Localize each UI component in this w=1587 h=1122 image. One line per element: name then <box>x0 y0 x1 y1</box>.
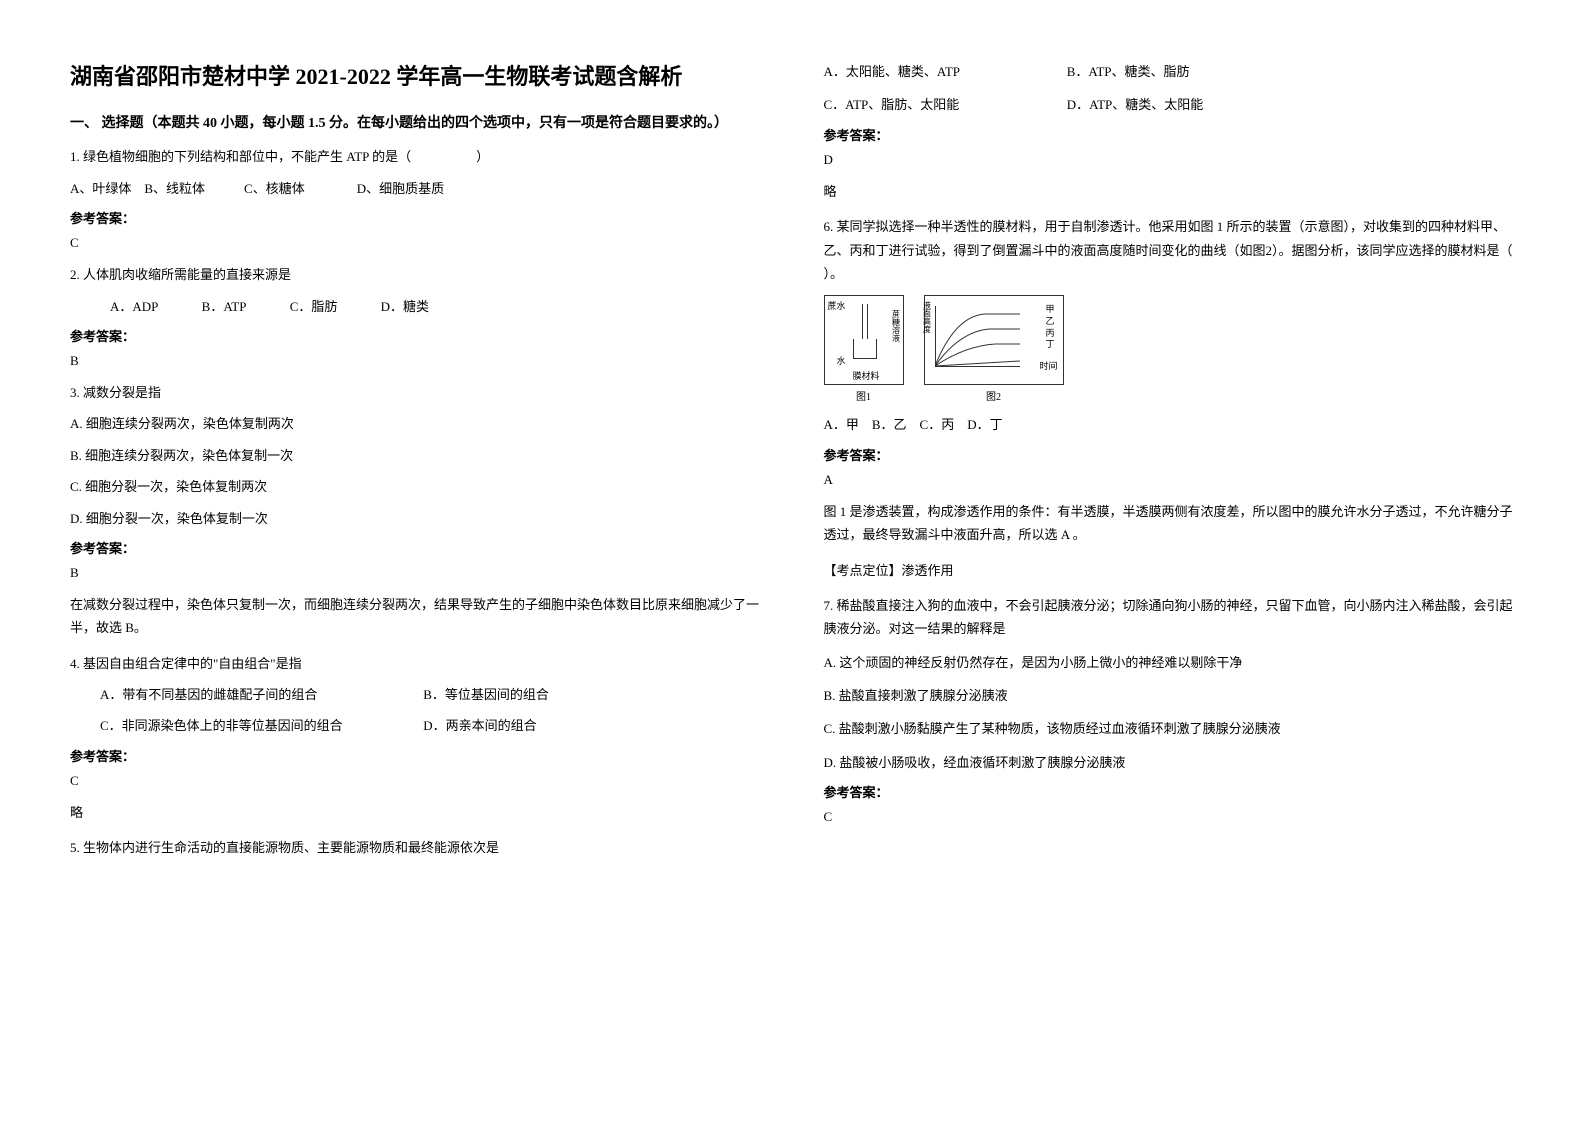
water-label: 水 <box>837 354 846 367</box>
q2-answer-label: 参考答案： <box>70 326 764 345</box>
diagram1: 蔗水 蔗糖溶液 水 膜材料 <box>824 295 904 385</box>
funnel-icon <box>853 304 877 359</box>
curve-label-yi: 乙 <box>1045 316 1054 328</box>
q5-text: 5. 生物体内进行生命活动的直接能源物质、主要能源物质和最终能源依次是 <box>70 836 764 859</box>
q6-answer: A <box>824 472 1518 488</box>
q1-text: 1. 绿色植物细胞的下列结构和部位中，不能产生 ATP 的是（ ） <box>70 145 764 168</box>
chart-area <box>935 306 1025 376</box>
q2-opt-c: C．脂肪 <box>290 295 338 318</box>
curve-ding <box>935 361 1020 366</box>
q5-explanation: 略 <box>824 180 1518 203</box>
q3-opt-a: A. 细胞连续分裂两次，染色体复制两次 <box>70 412 764 435</box>
curve-bing <box>935 344 1020 366</box>
x-axis-label: 时间 <box>1039 359 1057 372</box>
right-column: A．太阳能、糖类、ATP B．ATP、糖类、脂肪 C．ATP、脂肪、太阳能 D．… <box>794 60 1548 1082</box>
q4-text: 4. 基因自由组合定律中的"自由组合"是指 <box>70 652 764 675</box>
q3-answer: B <box>70 565 764 581</box>
q7-opt-b: B. 盐酸直接刺激了胰腺分泌胰液 <box>824 684 1518 707</box>
diagram1-wrap: 蔗水 蔗糖溶液 水 膜材料 图1 <box>824 295 904 403</box>
q2-opt-a: A．ADP <box>110 295 158 318</box>
q4-explanation: 略 <box>70 801 764 824</box>
page-container: 湖南省邵阳市楚材中学 2021-2022 学年高一生物联考试题含解析 一、 选择… <box>0 0 1587 1122</box>
q7-text: 7. 稀盐酸直接注入狗的血液中，不会引起胰液分泌；切除通向狗小肠的神经，只留下血… <box>824 594 1518 641</box>
curves-svg <box>935 306 1025 371</box>
q7-opt-d: D. 盐酸被小肠吸收，经血液循环刺激了胰腺分泌胰液 <box>824 751 1518 774</box>
q3-answer-label: 参考答案： <box>70 538 764 557</box>
q7-opt-a: A. 这个顽固的神经反射仍然存在，是因为小肠上微小的神经难以剔除干净 <box>824 651 1518 674</box>
q4-opt-b: B．等位基因间的组合 <box>423 683 549 706</box>
q4-opt-a: A．带有不同基因的雌雄配子间的组合 <box>100 683 380 706</box>
q7-opt-c: C. 盐酸刺激小肠黏膜产生了某种物质，该物质经过血液循环刺激了胰腺分泌胰液 <box>824 717 1518 740</box>
curve-labels: 甲 乙 丙 丁 <box>1045 304 1054 351</box>
q2-text: 2. 人体肌肉收缩所需能量的直接来源是 <box>70 263 764 286</box>
q4-answer: C <box>70 773 764 789</box>
sugar-solution-label: 蔗糖溶液 <box>892 310 900 342</box>
q7-answer-label: 参考答案： <box>824 782 1518 801</box>
funnel-cup <box>853 339 877 359</box>
q4-answer-label: 参考答案： <box>70 746 764 765</box>
q5-opt-a: A．太阳能、糖类、ATP <box>824 60 1024 83</box>
sugar-water-label: 蔗水 <box>828 299 846 312</box>
diagram2-caption: 图2 <box>924 388 1064 403</box>
diagram2-wrap: 液面高度 甲 <box>924 295 1064 403</box>
q4-opt-c: C．非同源染色体上的非等位基因间的组合 <box>100 714 380 737</box>
left-column: 湖南省邵阳市楚材中学 2021-2022 学年高一生物联考试题含解析 一、 选择… <box>40 60 794 1082</box>
q5-answer-label: 参考答案： <box>824 125 1518 144</box>
document-title: 湖南省邵阳市楚材中学 2021-2022 学年高一生物联考试题含解析 <box>70 60 764 93</box>
q4-opt-d: D．两亲本间的组合 <box>423 714 536 737</box>
q6-text: 6. 某同学拟选择一种半透性的膜材料，用于自制渗透计。他采用如图 1 所示的装置… <box>824 215 1518 285</box>
curve-label-ding: 丁 <box>1045 339 1054 351</box>
q6-diagram-container: 蔗水 蔗糖溶液 水 膜材料 图1 液面高度 <box>824 295 1518 403</box>
q3-opt-b: B. 细胞连续分裂两次，染色体复制一次 <box>70 444 764 467</box>
q2-options: A．ADP B．ATP C．脂肪 D．糖类 <box>70 295 764 318</box>
q1-options: A、叶绿体 B、线粒体 C、核糖体 D、细胞质基质 <box>70 177 764 200</box>
q1-answer-label: 参考答案： <box>70 208 764 227</box>
q6-explanation: 图 1 是渗透装置，构成渗透作用的条件：有半透膜，半透膜两侧有浓度差，所以图中的… <box>824 500 1518 547</box>
q3-opt-d: D. 细胞分裂一次，染色体复制一次 <box>70 507 764 530</box>
section-header: 一、 选择题（本题共 40 小题，每小题 1.5 分。在每小题给出的四个选项中，… <box>70 113 764 135</box>
q5-opt-b: B．ATP、糖类、脂肪 <box>1067 60 1190 83</box>
q3-explanation: 在减数分裂过程中，染色体只复制一次，而细胞连续分裂两次，结果导致产生的子细胞中染… <box>70 593 764 640</box>
q2-opt-b: B．ATP <box>202 295 247 318</box>
diagram2: 液面高度 甲 <box>924 295 1064 385</box>
q6-point: 【考点定位】渗透作用 <box>824 559 1518 582</box>
q6-diagram: 蔗水 蔗糖溶液 水 膜材料 图1 液面高度 <box>824 295 1518 403</box>
q5-answer: D <box>824 152 1518 168</box>
curve-label-jia: 甲 <box>1045 304 1054 316</box>
curve-label-bing: 丙 <box>1045 328 1054 340</box>
q1-answer: C <box>70 235 764 251</box>
q3-text: 3. 减数分裂是指 <box>70 381 764 404</box>
funnel-stem <box>862 304 868 339</box>
q2-answer: B <box>70 353 764 369</box>
q3-opt-c: C. 细胞分裂一次，染色体复制两次 <box>70 475 764 498</box>
q5-opt-d: D．ATP、糖类、太阳能 <box>1067 93 1204 116</box>
q5-options-row1: A．太阳能、糖类、ATP B．ATP、糖类、脂肪 <box>824 60 1518 83</box>
y-axis-label: 液面高度 <box>923 301 931 333</box>
q6-options: A．甲 B．乙 C．丙 D．丁 <box>824 413 1518 436</box>
diagram1-caption: 图1 <box>824 388 904 403</box>
q4-options-row1: A．带有不同基因的雌雄配子间的组合 B．等位基因间的组合 <box>70 683 764 706</box>
q2-opt-d: D．糖类 <box>381 295 429 318</box>
curve-yi <box>935 329 1020 366</box>
q4-options-row2: C．非同源染色体上的非等位基因间的组合 D．两亲本间的组合 <box>70 714 764 737</box>
membrane-label: 膜材料 <box>853 369 880 382</box>
q5-opt-c: C．ATP、脂肪、太阳能 <box>824 93 1024 116</box>
q5-options-row2: C．ATP、脂肪、太阳能 D．ATP、糖类、太阳能 <box>824 93 1518 116</box>
q6-answer-label: 参考答案： <box>824 445 1518 464</box>
q7-answer: C <box>824 809 1518 825</box>
